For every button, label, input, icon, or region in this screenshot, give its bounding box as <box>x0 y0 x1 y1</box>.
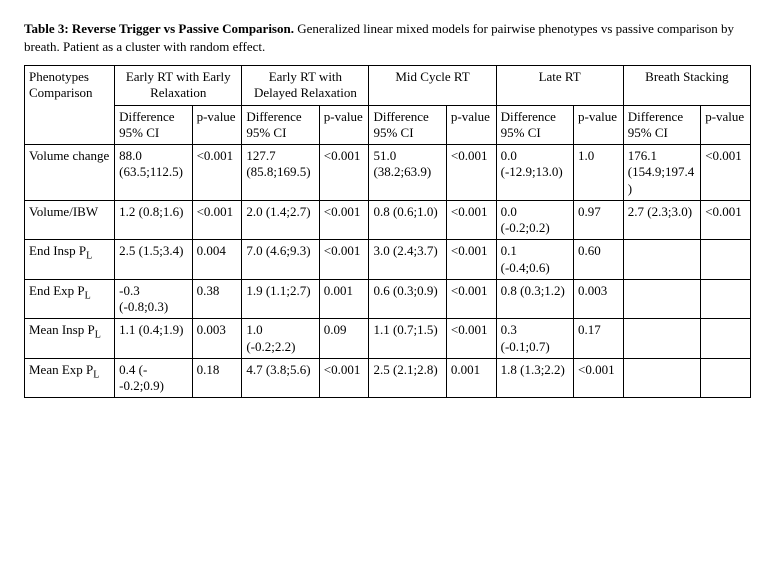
cell-pvalue: <0.001 <box>319 240 369 280</box>
cell-pvalue: <0.001 <box>574 358 624 398</box>
header-group-2: Mid Cycle RT <box>369 66 496 106</box>
cell-pvalue: <0.001 <box>319 145 369 201</box>
header-sub-diff-1: Difference 95% CI <box>242 105 319 145</box>
header-row-sub: Difference 95% CI p-value Difference 95%… <box>25 105 751 145</box>
cell-diff: 4.7 (3.8;5.6) <box>242 358 319 398</box>
cell-pvalue: 0.004 <box>192 240 242 280</box>
cell-pvalue: 0.18 <box>192 358 242 398</box>
cell-pvalue: 0.001 <box>446 358 496 398</box>
cell-diff: 3.0 (2.4;3.7) <box>369 240 446 280</box>
cell-pvalue: <0.001 <box>446 200 496 240</box>
cell-diff: 1.2 (0.8;1.6) <box>115 200 192 240</box>
cell-diff: 0.3 (-0.1;0.7) <box>496 319 573 359</box>
cell-diff <box>623 358 700 398</box>
cell-pvalue: 1.0 <box>574 145 624 201</box>
cell-diff: 0.0 (-12.9;13.0) <box>496 145 573 201</box>
cell-pvalue: 0.60 <box>574 240 624 280</box>
header-group-0: Early RT with Early Relaxation <box>115 66 242 106</box>
cell-diff: 88.0 (63.5;112.5) <box>115 145 192 201</box>
header-phenotypes: Phenotypes Comparison <box>25 66 115 145</box>
header-sub-diff-2: Difference 95% CI <box>369 105 446 145</box>
cell-diff: 127.7 (85.8;169.5) <box>242 145 319 201</box>
cell-pvalue: 0.003 <box>192 319 242 359</box>
row-label: Mean Exp PL <box>25 358 115 398</box>
cell-pvalue: <0.001 <box>701 200 751 240</box>
cell-pvalue <box>701 240 751 280</box>
header-sub-p-4: p-value <box>701 105 751 145</box>
header-group-4: Breath Stacking <box>623 66 750 106</box>
cell-diff: -0.3 (-0.8;0.3) <box>115 279 192 319</box>
table-row: Volume/IBW1.2 (0.8;1.6)<0.0012.0 (1.4;2.… <box>25 200 751 240</box>
cell-pvalue: 0.38 <box>192 279 242 319</box>
cell-diff: 0.0 (-0.2;0.2) <box>496 200 573 240</box>
cell-pvalue: <0.001 <box>319 358 369 398</box>
cell-diff: 176.1 (154.9;197.4) <box>623 145 700 201</box>
cell-pvalue: <0.001 <box>319 200 369 240</box>
cell-diff: 2.0 (1.4;2.7) <box>242 200 319 240</box>
cell-diff <box>623 319 700 359</box>
cell-diff: 1.1 (0.4;1.9) <box>115 319 192 359</box>
header-row-groups: Phenotypes Comparison Early RT with Earl… <box>25 66 751 106</box>
cell-pvalue: <0.001 <box>446 145 496 201</box>
cell-pvalue: <0.001 <box>446 279 496 319</box>
header-sub-p-2: p-value <box>446 105 496 145</box>
cell-pvalue: <0.001 <box>701 145 751 201</box>
table-row: End Exp PL-0.3 (-0.8;0.3)0.381.9 (1.1;2.… <box>25 279 751 319</box>
header-group-3: Late RT <box>496 66 623 106</box>
row-label: Volume change <box>25 145 115 201</box>
cell-pvalue <box>701 319 751 359</box>
cell-diff: 2.5 (1.5;3.4) <box>115 240 192 280</box>
cell-pvalue <box>701 358 751 398</box>
row-label: End Exp PL <box>25 279 115 319</box>
header-sub-p-1: p-value <box>319 105 369 145</box>
cell-pvalue: <0.001 <box>446 319 496 359</box>
cell-diff: 7.0 (4.6;9.3) <box>242 240 319 280</box>
cell-diff: 0.8 (0.6;1.0) <box>369 200 446 240</box>
row-label: End Insp PL <box>25 240 115 280</box>
cell-pvalue: 0.003 <box>574 279 624 319</box>
header-group-1: Early RT with Delayed Relaxation <box>242 66 369 106</box>
row-label: Volume/IBW <box>25 200 115 240</box>
table-row: Volume change88.0 (63.5;112.5)<0.001127.… <box>25 145 751 201</box>
comparison-table: Phenotypes Comparison Early RT with Earl… <box>24 65 751 398</box>
cell-pvalue: 0.97 <box>574 200 624 240</box>
cell-diff: 0.4 (--0.2;0.9) <box>115 358 192 398</box>
cell-diff: 2.7 (2.3;3.0) <box>623 200 700 240</box>
cell-diff: 0.6 (0.3;0.9) <box>369 279 446 319</box>
table-caption: Table 3: Reverse Trigger vs Passive Comp… <box>24 20 751 55</box>
header-sub-p-3: p-value <box>574 105 624 145</box>
cell-diff <box>623 279 700 319</box>
header-sub-p-0: p-value <box>192 105 242 145</box>
cell-diff: 0.1 (-0.4;0.6) <box>496 240 573 280</box>
cell-pvalue <box>701 279 751 319</box>
table-title: Table 3: Reverse Trigger vs Passive Comp… <box>24 21 294 36</box>
cell-pvalue: <0.001 <box>192 145 242 201</box>
cell-diff: 1.0 (-0.2;2.2) <box>242 319 319 359</box>
cell-diff: 1.8 (1.3;2.2) <box>496 358 573 398</box>
cell-pvalue: 0.17 <box>574 319 624 359</box>
header-sub-diff-3: Difference 95% CI <box>496 105 573 145</box>
header-sub-diff-0: Difference 95% CI <box>115 105 192 145</box>
cell-pvalue: 0.09 <box>319 319 369 359</box>
table-row: Mean Insp PL1.1 (0.4;1.9)0.0031.0 (-0.2;… <box>25 319 751 359</box>
table-row: End Insp PL2.5 (1.5;3.4)0.0047.0 (4.6;9.… <box>25 240 751 280</box>
table-row: Mean Exp PL0.4 (--0.2;0.9)0.184.7 (3.8;5… <box>25 358 751 398</box>
cell-diff: 51.0 (38.2;63.9) <box>369 145 446 201</box>
table-body: Volume change88.0 (63.5;112.5)<0.001127.… <box>25 145 751 398</box>
header-sub-diff-4: Difference 95% CI <box>623 105 700 145</box>
cell-pvalue: 0.001 <box>319 279 369 319</box>
cell-diff: 2.5 (2.1;2.8) <box>369 358 446 398</box>
cell-diff: 1.1 (0.7;1.5) <box>369 319 446 359</box>
cell-pvalue: <0.001 <box>446 240 496 280</box>
cell-diff: 0.8 (0.3;1.2) <box>496 279 573 319</box>
cell-diff <box>623 240 700 280</box>
row-label: Mean Insp PL <box>25 319 115 359</box>
cell-diff: 1.9 (1.1;2.7) <box>242 279 319 319</box>
cell-pvalue: <0.001 <box>192 200 242 240</box>
